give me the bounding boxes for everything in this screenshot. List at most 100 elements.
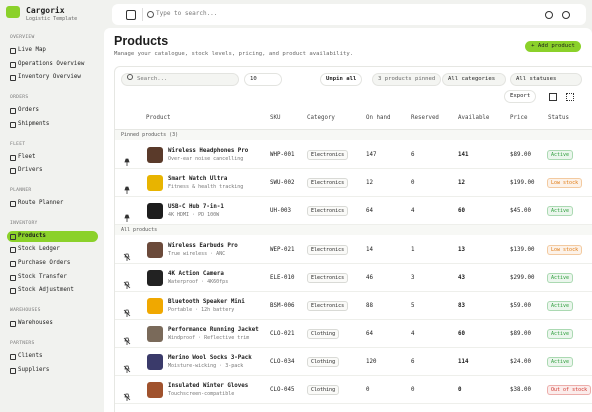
category-chip: Clothing [307,357,340,367]
product-desc: Over-ear noise cancelling [168,156,244,162]
pin-toggle[interactable] [123,302,131,317]
columns-icon[interactable] [549,93,557,101]
available: 43 [458,275,465,281]
reserved: 1 [411,247,415,253]
group-label: Pinned products (3) [121,132,179,138]
nav-icon [10,321,16,328]
table-card [114,66,592,412]
pin-toggle[interactable] [123,330,131,345]
pin-toggle[interactable] [123,246,131,261]
price: $59.00 [510,303,531,309]
unpin-all-button[interactable]: Unpin all [320,73,363,86]
on-hand: 147 [366,152,377,158]
nav-item[interactable]: Clients [18,352,43,359]
status-badge: Active [547,150,574,160]
product-image [147,203,163,219]
nav-item[interactable]: Products [18,232,46,239]
brand: Cargorix [26,6,65,15]
divider [142,8,143,21]
reserved: 0 [411,387,415,393]
available: 60 [458,208,465,214]
density-icon[interactable] [566,93,574,101]
pin-toggle[interactable] [123,151,131,166]
nav-item[interactable]: Route Planner [18,199,64,206]
sku: WHP-001 [270,152,295,158]
sidebar-toggle[interactable] [126,10,136,20]
header-border [115,129,592,130]
nav-icon [10,274,16,281]
price: $24.00 [510,359,531,365]
on-hand: 88 [366,303,373,309]
status-badge: Low stock [547,178,583,188]
product-desc: True wireless · ANC [168,251,226,257]
nav-item[interactable]: Purchase Orders [18,260,71,266]
on-hand: 0 [366,387,370,393]
pin-toggle[interactable] [123,358,131,373]
pin-icon [123,393,131,401]
product-name: Merino Wool Socks 3-Pack [168,355,252,361]
nav-icon [10,233,16,240]
nav-item[interactable]: Stock Adjustment [18,287,74,294]
nav-item[interactable]: Live Map [18,47,46,53]
on-hand: 12 [366,180,373,186]
nav-item[interactable]: Warehouses [18,320,53,327]
status-badge: Active [547,301,574,311]
available: 0 [458,387,462,393]
product-name: Insulated Winter Gloves [168,383,249,389]
row-border [115,168,592,169]
nav-icon [10,75,16,82]
product-name: USB-C Hub 7-in-1 [168,204,224,210]
global-search[interactable]: Type to search... [156,10,218,17]
available: 12 [458,180,465,186]
product-image [147,354,163,370]
product-name: Wireless Headphones Pro [168,148,249,154]
product-desc: Fitness & health tracking [168,184,244,190]
status-badge: Active [547,206,574,216]
nav-icon [10,261,16,267]
available: 60 [458,331,465,337]
pin-toggle[interactable] [123,386,131,401]
pin-toggle[interactable] [123,207,131,222]
nav-icon [10,353,16,360]
table-search-text: Search... [137,76,168,82]
table-search[interactable]: Search... [121,73,239,86]
settings-icon[interactable] [545,11,553,19]
topbar: Type to search... [112,4,586,25]
export-button[interactable]: Export [504,90,537,103]
nav-item[interactable]: Shipments [18,120,50,127]
on-hand: 46 [366,275,373,281]
product-image [147,242,163,258]
category-filter[interactable]: All categories [442,73,506,86]
reserved: 4 [411,331,415,337]
row-border [115,347,592,348]
nav-section-label: PLANNER [10,187,32,193]
nav-item[interactable]: Orders [18,107,39,114]
pin-toggle[interactable] [123,179,131,194]
pin-toggle[interactable] [123,274,131,289]
sku: UH-003 [270,208,291,214]
column-header: SKU [270,115,281,121]
nav-item[interactable]: Suppliers [18,366,50,373]
sku: ELE-010 [270,275,295,281]
product-image [147,175,163,191]
row-border [115,224,592,225]
status-badge: Active [547,357,574,367]
status-filter[interactable]: All statuses [510,73,582,86]
reserved: 3 [411,275,415,281]
sku: WEP-021 [270,247,295,253]
nav-item[interactable]: Operations Overview [18,60,85,67]
category-chip: Electronics [307,178,349,188]
theme-icon[interactable] [562,11,570,19]
nav-item[interactable]: Inventory Overview [18,74,81,81]
add-product-button[interactable]: + Add product [525,41,581,52]
nav-item[interactable]: Fleet [18,153,36,160]
nav-active-bg [7,230,98,242]
sku: CLO-045 [270,387,295,393]
nav-item[interactable]: Stock Transfer [18,273,67,280]
nav-item[interactable]: Drivers [18,167,43,174]
page-size-select[interactable]: 10 [244,73,282,86]
row-border [115,403,592,404]
nav-item[interactable]: Stock Ledger [18,246,60,253]
